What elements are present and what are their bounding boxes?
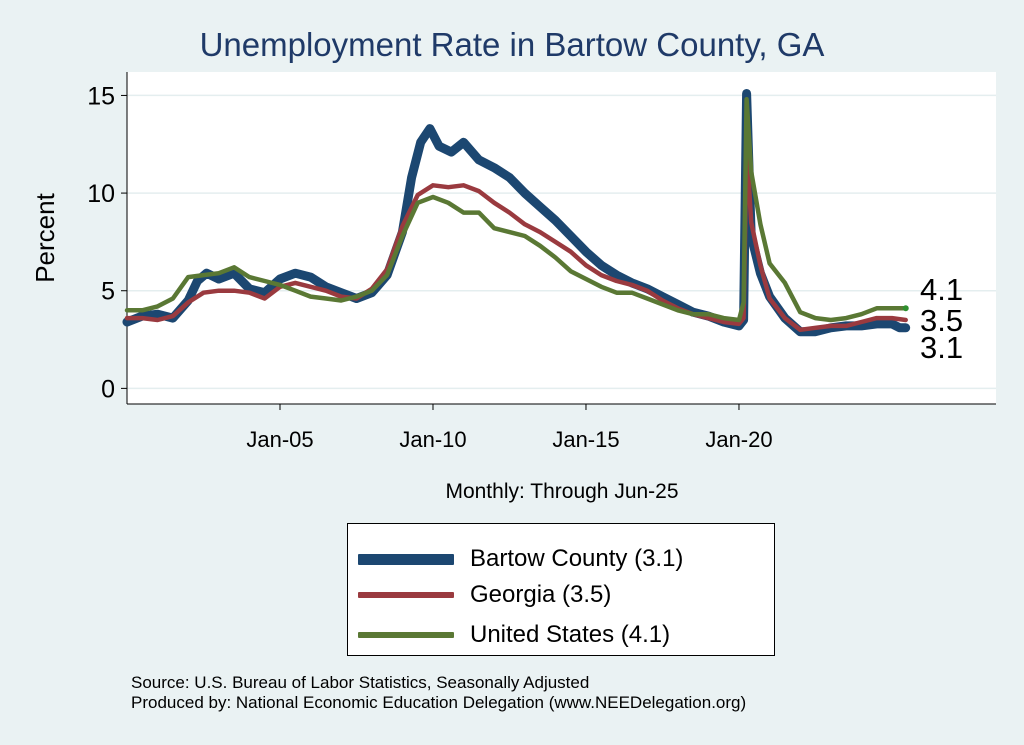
series-lines [122,89,911,337]
y-tick-label: 0 [101,375,115,403]
x-tick-label: Jan-10 [399,427,466,452]
plot-area [127,72,996,404]
legend-item-bartow: Bartow County (3.1) [358,542,683,576]
axes: 0 5 10 15 Jan-05 Jan-10 Jan-15 Jan-20 [87,72,996,452]
legend-label-georgia: Georgia (3.5) [470,581,612,608]
series-end-label-2: 4.1 [920,272,963,307]
series-end-label-1: 3.5 [920,303,963,338]
legend: Bartow County (3.1) Georgia (3.5) United… [347,523,775,656]
x-tick-label: Jan-15 [552,427,619,452]
legend-label-united-states: United States (4.1) [470,621,671,648]
x-tick-label: Jan-20 [705,427,772,452]
producer-note: Produced by: National Economic Education… [131,693,747,712]
y-tick-label: 10 [87,180,115,208]
gridlines [127,94,996,390]
y-axis-label: Percent [30,192,60,282]
legend-item-georgia: Georgia (3.5) [358,578,611,612]
end-labels: 3.13.54.1 [920,272,963,365]
chart-title: Unemployment Rate in Bartow County, GA [199,26,825,63]
series-end-label-0: 3.1 [920,330,963,365]
legend-swatch-united-states [358,632,454,638]
x-tick-label: Jan-05 [246,427,313,452]
y-tick-label: 15 [87,82,115,110]
legend-label-bartow: Bartow County (3.1) [470,545,684,572]
chart-subtitle: Monthly: Through Jun-25 [445,480,679,503]
series-end-marker [902,305,909,312]
legend-swatch-georgia [358,592,454,598]
series-line-1 [124,143,908,333]
series-line-2 [124,97,908,323]
y-tick-label: 5 [101,278,115,306]
source-note: Source: U.S. Bureau of Labor Statistics,… [131,673,590,692]
footer: Source: U.S. Bureau of Labor Statistics,… [131,673,746,713]
legend-item-united-states: United States (4.1) [358,618,670,652]
legend-swatch-bartow [358,553,454,565]
